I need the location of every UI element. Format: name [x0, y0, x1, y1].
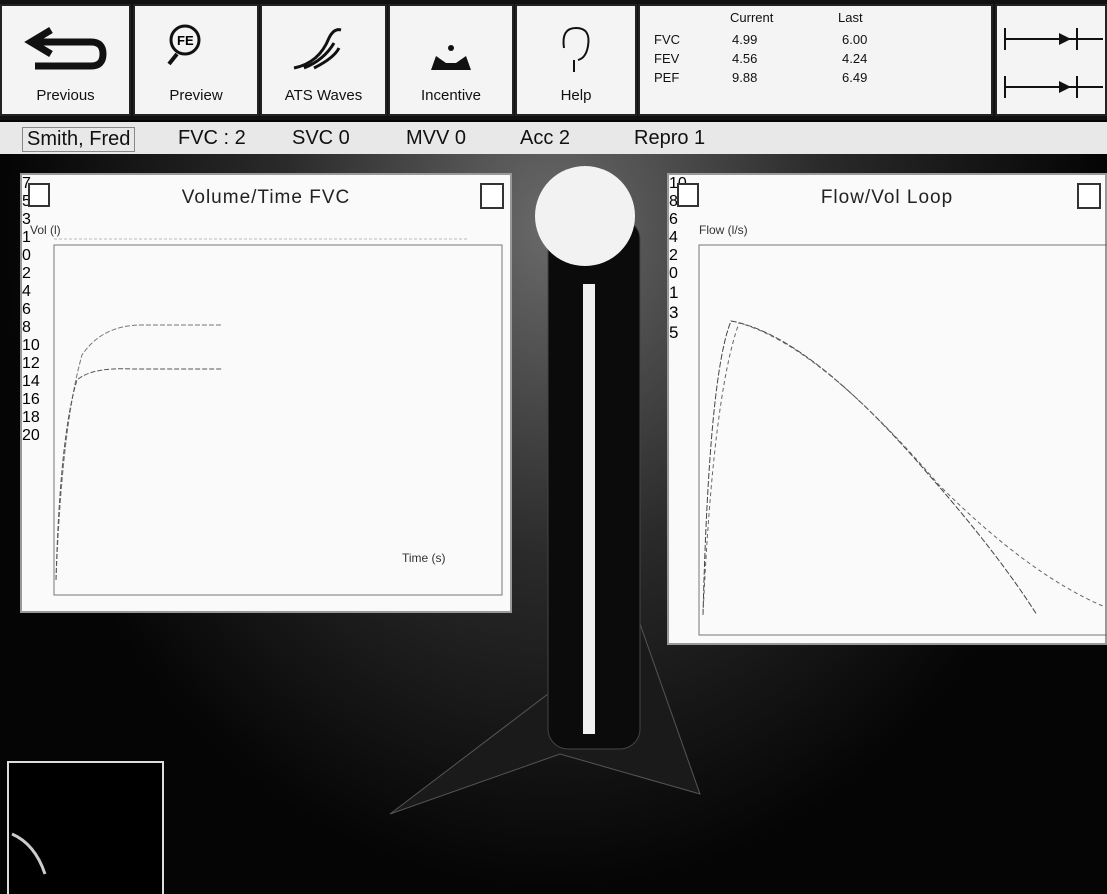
stats-header: Last — [838, 10, 863, 25]
status-bar: Smith, Fred FVC : 2 SVC 0 MVV 0 Acc 2 Repro … — [0, 122, 1107, 154]
stat-value: 9.88 — [732, 70, 757, 85]
button-label: Preview — [135, 87, 257, 104]
stat-name: PEF — [654, 70, 679, 85]
status-item: MVV 0 — [406, 127, 466, 150]
stat-value: 4.99 — [732, 32, 757, 47]
flow-plot — [669, 175, 1107, 643]
stat-value: 6.49 — [842, 70, 867, 85]
patient-name: Smith, Fred — [22, 127, 135, 152]
stat-value: 4.24 — [842, 51, 867, 66]
stat-name: FVC — [654, 32, 680, 47]
stat-name: FEV — [654, 51, 679, 66]
button-label: Previous — [2, 87, 129, 104]
button-label: Help — [517, 87, 635, 104]
status-item: FVC : 2 — [178, 127, 246, 150]
marker-panel — [995, 4, 1107, 116]
incentive-button[interactable]: Incentive — [388, 4, 514, 116]
ats-waves-button[interactable]: ATS Waves — [260, 4, 387, 116]
preview-button[interactable]: FE Preview — [133, 4, 259, 116]
stats-header: Current — [730, 10, 773, 25]
back-icon — [21, 18, 111, 78]
marker-icons — [997, 6, 1105, 114]
waves-icon — [279, 18, 369, 74]
stats-panel: Current Last FVC 4.99 6.00 FEV 4.56 4.24 PEF 9.… — [638, 4, 993, 116]
svg-text:FE: FE — [177, 33, 194, 48]
toolbar: Previous FE Preview ATS Waves Incentive … — [0, 0, 1107, 120]
button-label: ATS Waves — [262, 87, 385, 104]
help-button[interactable]: Help — [515, 4, 637, 116]
stat-value: 6.00 — [842, 32, 867, 47]
screen: {"toolbar": {"buttons": ["Previous", "Pr… — [0, 0, 1107, 894]
help-icon — [546, 18, 606, 74]
incentive-icon — [406, 18, 496, 74]
volume-plot — [22, 175, 510, 611]
status-item: Acc 2 — [520, 127, 570, 150]
status-item: Repro 1 — [634, 127, 705, 150]
preview-icon: FE — [151, 18, 241, 68]
previous-button[interactable]: Previous — [0, 4, 131, 116]
status-item: SVC 0 — [292, 127, 350, 150]
button-label: Incentive — [390, 87, 512, 104]
flow-volume-window: Flow/Vol Loop Flow (l/s) 1086420135 — [667, 173, 1107, 645]
stat-value: 4.56 — [732, 51, 757, 66]
